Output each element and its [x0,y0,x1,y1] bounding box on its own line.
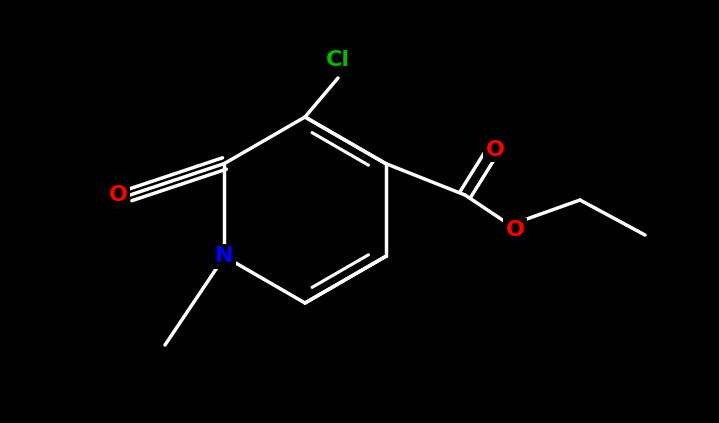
Text: Cl: Cl [326,50,350,70]
Text: O: O [485,140,505,160]
Text: O: O [109,185,127,205]
Text: O: O [505,220,524,240]
Text: N: N [215,247,234,266]
